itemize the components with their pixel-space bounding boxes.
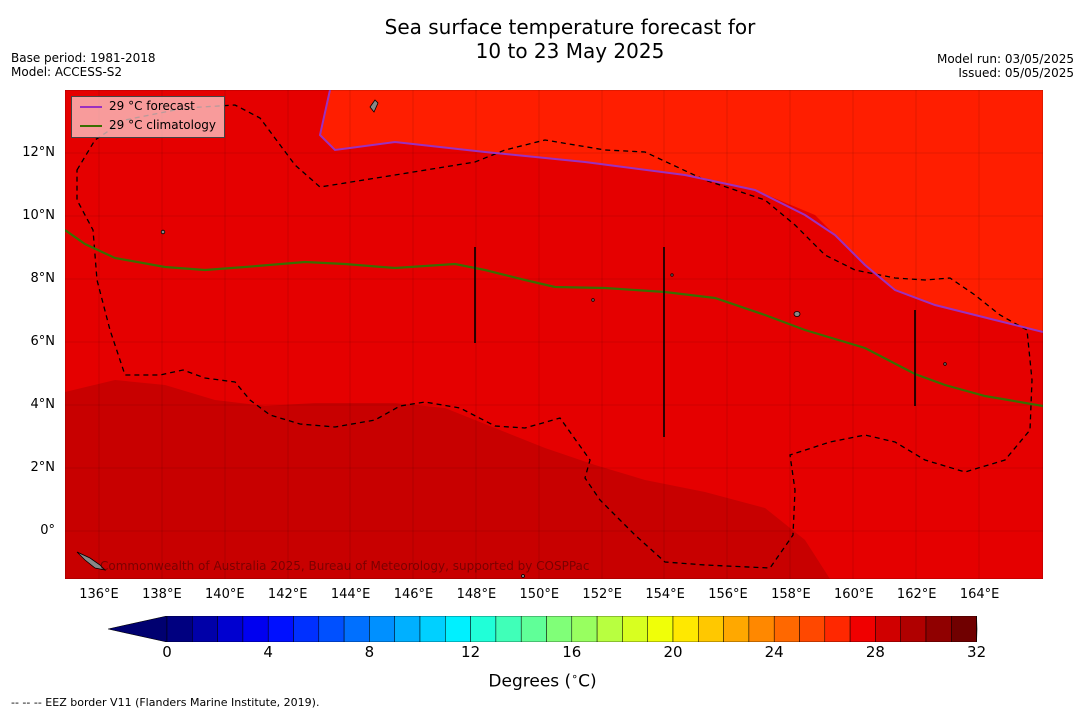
lon-tick-label: 158°E	[771, 587, 811, 602]
model-name: Model: ACCESS-S2	[11, 65, 123, 79]
colorbar-cell	[470, 616, 497, 642]
colorbar-cell	[267, 616, 294, 642]
legend-climatology-label: 29 °C climatology	[109, 118, 217, 132]
colorbar-cell	[394, 616, 421, 642]
lon-tick-label: 140°E	[205, 587, 245, 602]
title-line-1: Sea surface temperature forecast for	[384, 15, 756, 39]
forecast-line-swatch	[80, 106, 102, 108]
colorbar-tick-label: 24	[764, 643, 784, 661]
legend-forecast-label: 29 °C forecast	[109, 99, 195, 113]
colorbar-cell	[571, 616, 598, 642]
colorbar-cell	[318, 616, 345, 642]
colorbar-tick-label: 32	[967, 643, 987, 661]
lon-tick-label: 154°E	[645, 587, 685, 602]
colorbar	[108, 616, 978, 642]
base-period: Base period: 1981-2018	[11, 51, 156, 65]
colorbar-tick-label: 12	[461, 643, 481, 661]
lat-tick-label: 2°N	[30, 460, 56, 475]
eez-footnote: -- -- -- EEZ border V11 (Flanders Marine…	[11, 696, 320, 709]
colorbar-cell	[824, 616, 851, 642]
colorbar-cell	[495, 616, 522, 642]
lon-tick-label: 144°E	[330, 587, 371, 602]
lon-tick-label: 136°E	[79, 587, 119, 602]
colorbar-cell	[192, 616, 218, 642]
lat-tick-label: 6°N	[30, 334, 56, 349]
contour-29c-forecast	[318, 90, 1043, 333]
colorbar-cell	[166, 616, 193, 642]
colorbar-tick-label: 16	[562, 643, 582, 661]
colorbar-tick-label: 28	[865, 643, 885, 661]
colorbar-tick-label: 8	[364, 643, 375, 661]
title-line-2: 10 to 23 May 2025	[475, 39, 665, 63]
lon-tick-label: 164°E	[959, 587, 1000, 602]
colorbar-cell	[723, 616, 750, 642]
colorbar-cell	[622, 616, 648, 642]
lon-tick-label: 148°E	[456, 587, 497, 602]
colorbar-cell	[596, 616, 623, 642]
longitude-markers	[474, 247, 916, 437]
colorbar-cell	[748, 616, 775, 642]
lat-tick-label: 12°N	[22, 145, 55, 160]
colorbar-tick-label: 4	[263, 643, 273, 661]
colorbar-cell	[419, 616, 446, 642]
eez-border	[76, 104, 1033, 569]
model-run: Model run: 03/05/2025	[936, 52, 1074, 66]
legend-item-forecast: 29 °C forecast	[78, 98, 224, 116]
lon-tick-label: 160°E	[834, 587, 874, 602]
lat-tick-label: 10°N	[22, 208, 55, 223]
colorbar-label-text: Degrees (	[488, 671, 572, 692]
colorbar-cell	[242, 616, 269, 642]
copyright-notice: Commonwealth of Australia 2025, Bureau o…	[100, 559, 590, 573]
colorbar-cell	[925, 616, 952, 642]
colorbar-cell	[343, 616, 370, 642]
lon-tick-label: 138°E	[142, 587, 182, 602]
colorbar-tick-label: 20	[663, 643, 683, 661]
contour-29c-climatology	[65, 229, 1043, 408]
legend-item-climatology: 29 °C climatology	[78, 117, 224, 135]
colorbar-cell	[445, 616, 471, 642]
colorbar-cell	[698, 616, 724, 642]
colorbar-label-unit: C)	[578, 671, 597, 692]
islands	[76, 99, 947, 578]
colorbar-cell	[875, 616, 901, 642]
lon-tick-label: 156°E	[708, 587, 748, 602]
colorbar-cell	[773, 616, 800, 642]
colorbar-cell	[849, 616, 876, 642]
colorbar-cell	[217, 616, 244, 642]
sst-region-south	[65, 380, 830, 579]
lon-tick-label: 152°E	[582, 587, 622, 602]
colorbar-cell	[647, 616, 674, 642]
colorbar-cell	[799, 616, 826, 642]
lat-tick-label: 0°	[40, 523, 55, 538]
colorbar-tick-label: 0	[162, 643, 172, 661]
sst-map	[65, 90, 1043, 579]
lon-tick-label: 146°E	[393, 587, 434, 602]
colorbar-cell	[951, 616, 977, 642]
colorbar-cell	[520, 616, 547, 642]
colorbar-cell	[672, 616, 699, 642]
climatology-line-swatch	[80, 125, 102, 127]
lon-tick-label: 142°E	[267, 587, 308, 602]
colorbar-cell	[293, 616, 320, 642]
lat-tick-label: 4°N	[30, 397, 56, 412]
issued-date: Issued: 05/05/2025	[958, 66, 1074, 80]
lat-tick-label: 8°N	[30, 271, 56, 286]
lon-tick-label: 150°E	[519, 587, 560, 602]
colorbar-cell	[369, 616, 395, 642]
map-legend: 29 °C forecast 29 °C climatology	[71, 96, 225, 138]
colorbar-min-extend	[108, 616, 168, 642]
lon-tick-label: 162°E	[896, 587, 937, 602]
colorbar-label: Degrees (∘C)	[0, 670, 1085, 691]
colorbar-cell	[546, 616, 573, 642]
degree-symbol: ∘	[571, 670, 579, 683]
colorbar-cell	[900, 616, 927, 642]
